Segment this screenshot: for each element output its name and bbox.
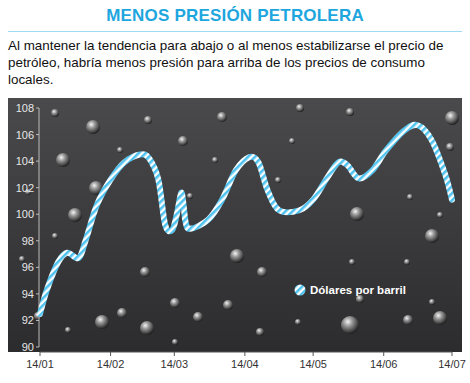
title: MENOS PRESIÓN PETROLERA <box>0 6 470 26</box>
decor-bubble <box>341 316 359 334</box>
decor-bubble <box>117 147 123 153</box>
y-tick-label: 98 <box>22 235 34 247</box>
y-tick-label: 104 <box>16 155 34 167</box>
y-tick-label: 102 <box>16 182 34 194</box>
decor-bubble <box>257 267 267 277</box>
decor-bubble <box>52 233 58 239</box>
y-tick-label: 96 <box>22 261 34 273</box>
decor-bubble <box>170 298 180 308</box>
decor-bubble <box>275 177 281 183</box>
decor-bubble <box>68 208 82 222</box>
chart: 90 92 94 96 98 100 102 104 106 108 14/01 14/02 14/03… <box>0 0 470 383</box>
x-tick-label: 14/04 <box>231 358 259 370</box>
x-tick <box>313 352 314 356</box>
decor-bubble <box>212 157 218 163</box>
x-axis: 14/01 14/02 14/03 14/04 14/05 14/06 14/07 <box>26 352 466 370</box>
y-axis: 90 92 94 96 98 100 102 104 106 108 <box>16 102 39 353</box>
decor-bubble <box>187 193 193 199</box>
y-tick-label: 92 <box>22 314 34 326</box>
plot-background <box>8 98 462 352</box>
series-group <box>40 125 452 314</box>
legend-swatch <box>295 285 306 296</box>
decor-bubble <box>289 138 295 144</box>
decor-bubble <box>217 112 227 122</box>
decor-bubble <box>346 108 354 116</box>
y-tick-label: 106 <box>16 129 34 141</box>
y-tick-label: 94 <box>22 288 34 300</box>
x-tick <box>452 352 453 356</box>
decor-bubble <box>296 104 304 112</box>
legend-label: Dólares por barril <box>310 284 406 296</box>
subtitle: Al mantener la tendencia para abajo o al… <box>8 37 466 88</box>
decor-bubble <box>295 319 301 325</box>
x-tick-label: 14/03 <box>161 358 189 370</box>
decor-bubble <box>403 315 413 325</box>
y-tick-label: 90 <box>22 341 34 353</box>
decor-bubble <box>193 312 203 322</box>
decor-bubble <box>433 311 447 325</box>
x-tick <box>244 352 245 356</box>
x-tick-label: 14/06 <box>370 358 398 370</box>
decor-bubble <box>446 143 454 151</box>
decor-bubble <box>429 299 435 305</box>
decor-bubble <box>445 111 459 125</box>
decor-bubble <box>140 267 150 277</box>
decor-bubble <box>350 207 364 221</box>
decor-bubble <box>51 109 59 117</box>
x-tick <box>174 352 175 356</box>
decor-bubble <box>56 153 70 167</box>
x-tick-label: 14/02 <box>97 358 125 370</box>
x-tick <box>383 352 384 356</box>
x-tick <box>110 352 111 356</box>
decor-bubble <box>356 295 364 303</box>
legend: Dólares por barril <box>295 284 406 296</box>
x-tick <box>40 352 41 356</box>
series-line <box>40 125 452 314</box>
y-tick-label: 108 <box>16 102 34 114</box>
decor-bubble <box>117 308 127 318</box>
decor-bubble <box>178 136 188 146</box>
decor-bubble <box>65 327 71 333</box>
decor-bubble <box>140 321 154 335</box>
x-axis-line <box>40 352 452 353</box>
decor-bubble <box>404 259 410 265</box>
decor-bubble <box>230 249 244 263</box>
decor-bubble <box>425 229 439 243</box>
decor-bubble <box>86 120 100 134</box>
y-tick-label: 100 <box>16 208 34 220</box>
decor-bubble <box>95 315 109 329</box>
decor-bubble <box>349 259 355 265</box>
decor-bubble <box>256 328 264 336</box>
decor-bubble <box>144 116 152 124</box>
decor-bubble <box>407 194 413 200</box>
x-tick-label: 14/01 <box>26 358 54 370</box>
x-tick-label: 14/05 <box>299 358 327 370</box>
decor-bubble <box>437 212 443 218</box>
decor-bubble <box>223 300 233 310</box>
decor-bubbles <box>19 104 459 345</box>
x-tick-label: 14/07 <box>438 358 466 370</box>
title-rule <box>8 31 462 32</box>
decor-bubble <box>172 339 178 345</box>
